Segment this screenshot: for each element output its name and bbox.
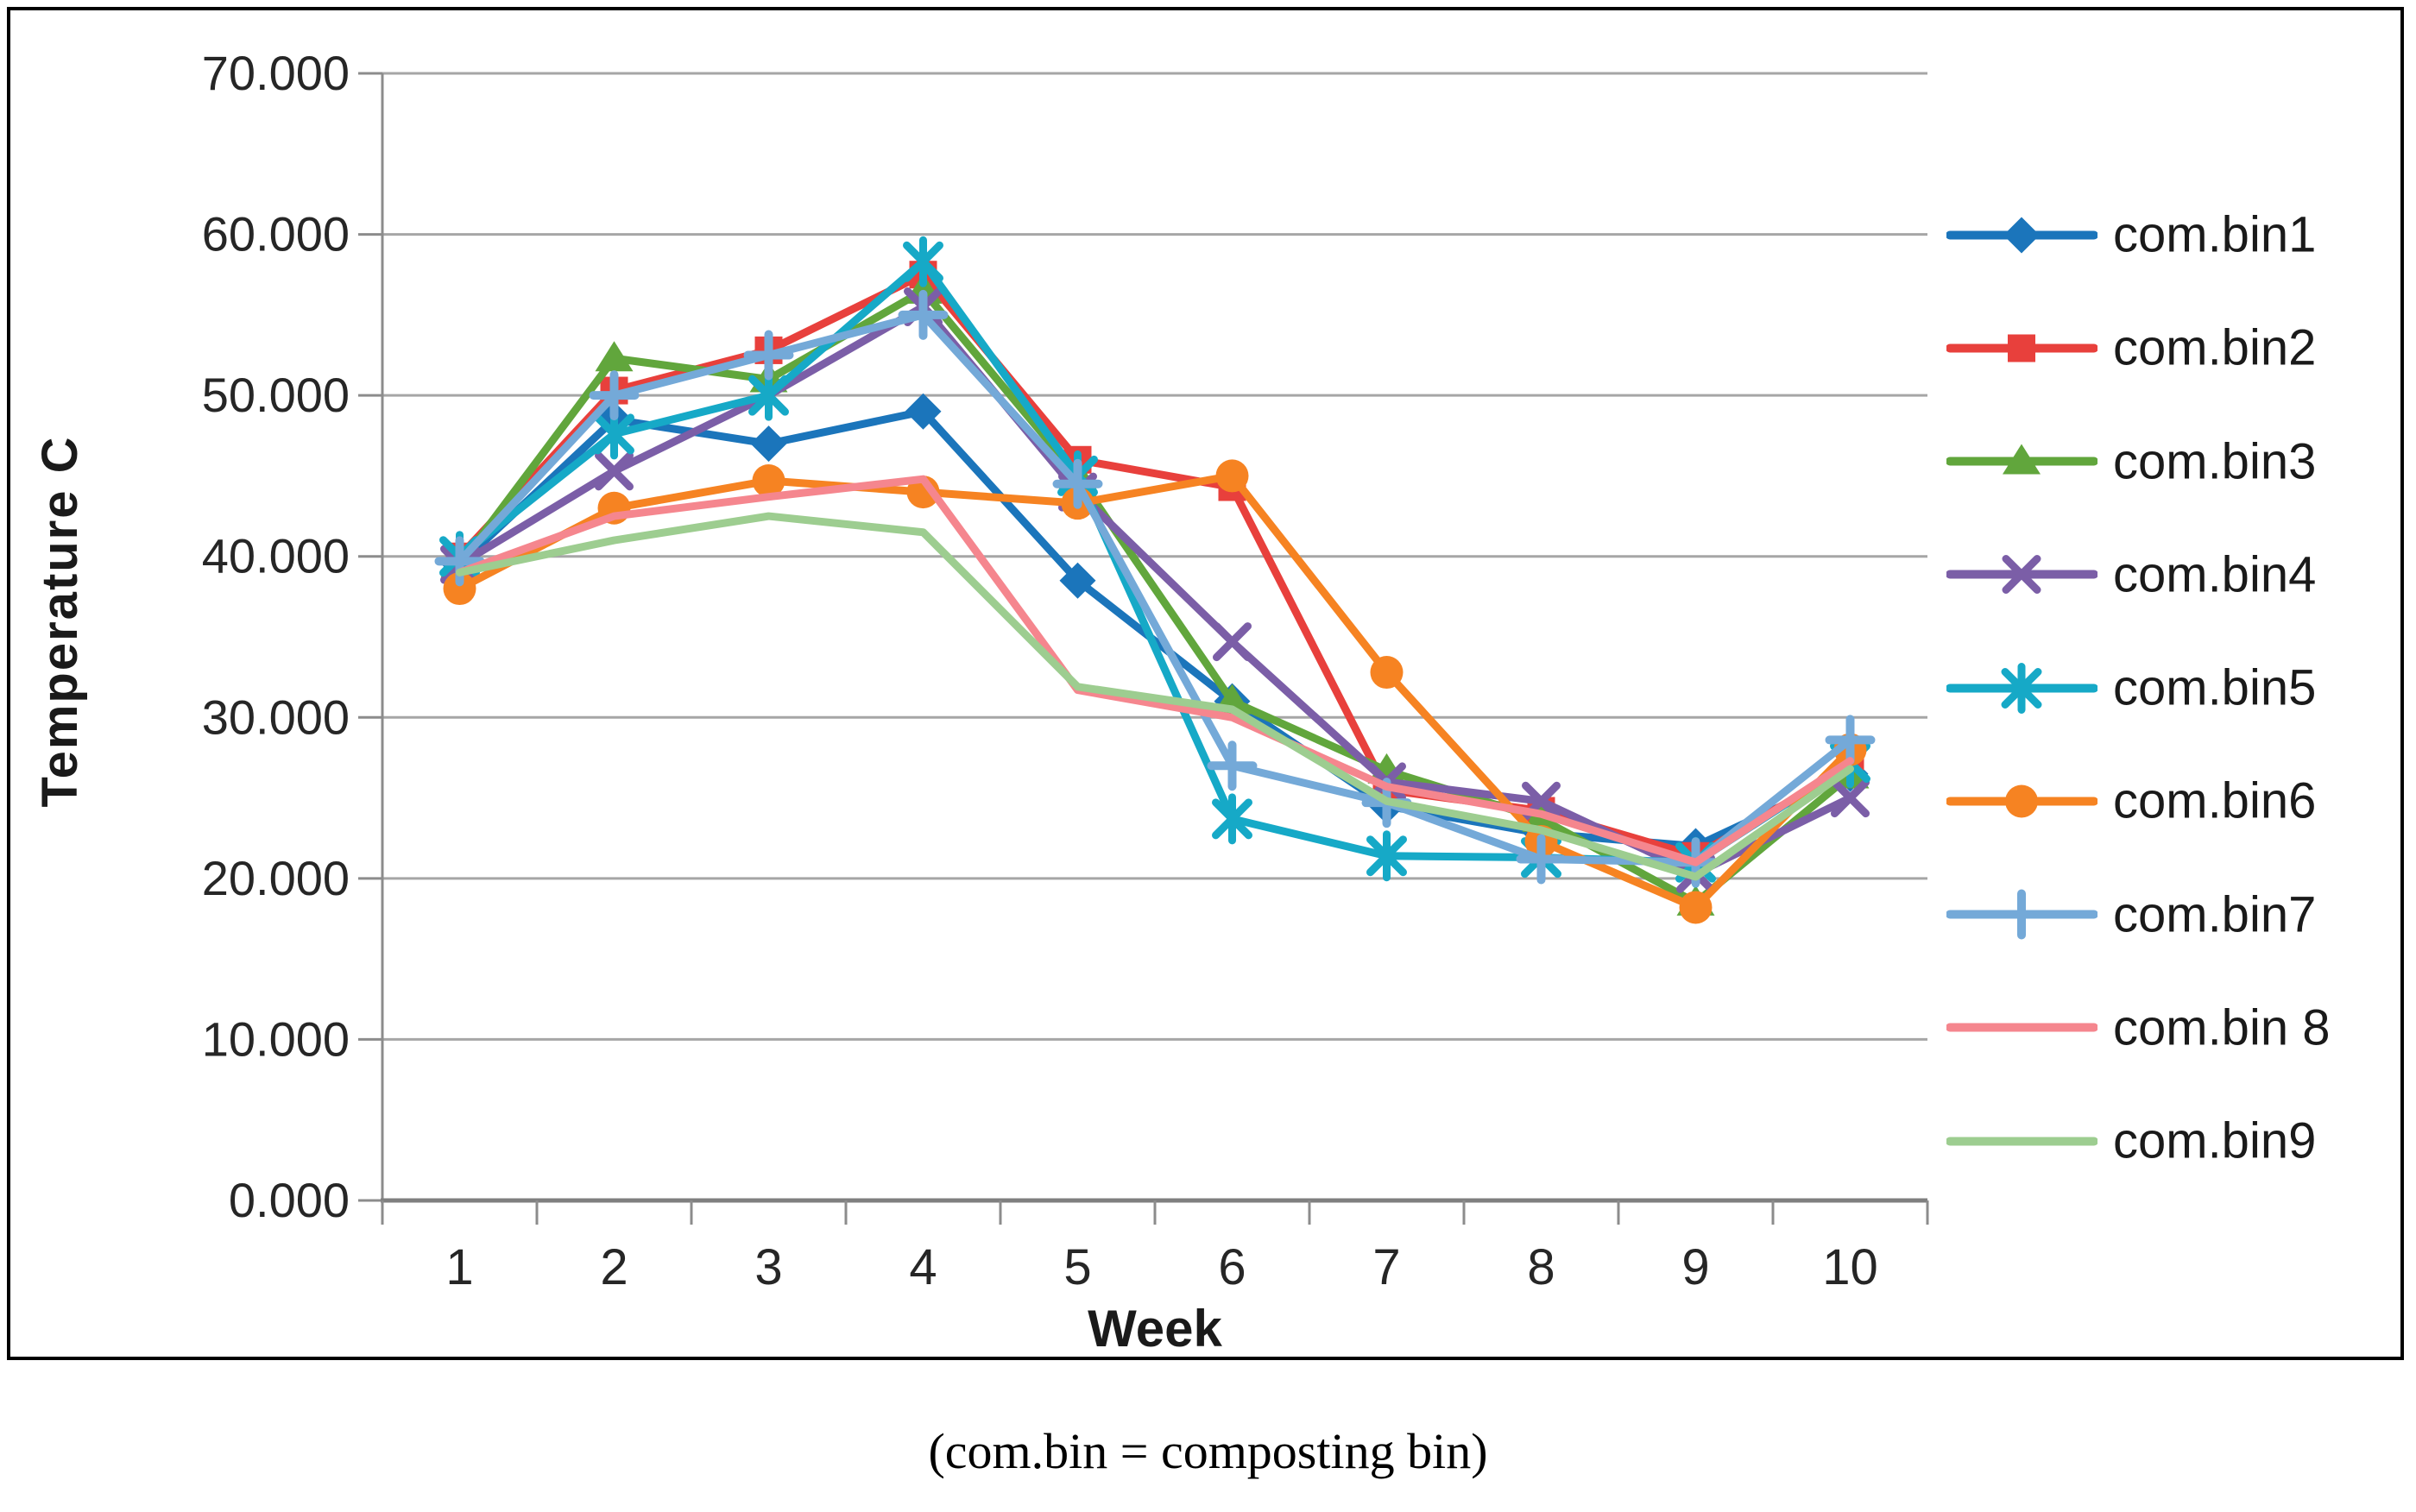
y-axis-title: Temperature C [32, 435, 88, 808]
legend-item-com-bin3: com.bin3 [1946, 432, 2316, 490]
series-marker-asterisk [748, 369, 789, 421]
legend-label: com.bin3 [2113, 433, 2317, 489]
series-line-6 [456, 471, 1854, 911]
series-marker-asterisk [1212, 793, 1252, 845]
legend-label: com.bin9 [2113, 1112, 2317, 1169]
series-marker-asterisk [2001, 662, 2042, 714]
legend-label: com.bin6 [2113, 772, 2317, 829]
y-tick-label: 60.000 [202, 207, 350, 261]
y-tick-label: 40.000 [202, 529, 350, 583]
y-tick-label: 30.000 [202, 690, 350, 744]
series-marker-plus [1825, 715, 1876, 765]
legend-label: com.bin7 [2113, 886, 2317, 942]
legend-item-com-bin5: com.bin5 [1946, 659, 2316, 717]
x-tick-label: 6 [1218, 1239, 1246, 1295]
x-tick-label: 8 [1527, 1239, 1555, 1295]
series-marker-diamond [905, 393, 942, 430]
x-tick-label: 7 [1372, 1239, 1400, 1295]
x-tick-label: 9 [1681, 1239, 1709, 1295]
legend-marker-plus-icon [1946, 889, 2097, 940]
series-line-9 [456, 512, 1854, 881]
series-marker-x [2002, 555, 2041, 595]
x-tick-label: 10 [1822, 1239, 1878, 1295]
legend-label: com.bin 8 [2113, 999, 2331, 1056]
legend-marker-square-icon [1946, 334, 2097, 362]
legend-item-com-bin-8: com.bin 8 [1946, 999, 2330, 1056]
series-marker-triangle [2003, 444, 2041, 475]
y-tick-label: 20.000 [202, 851, 350, 905]
series-marker-plus [1052, 458, 1103, 509]
series-marker-circle [443, 572, 476, 606]
legend-item-com-bin4: com.bin4 [1946, 545, 2316, 603]
series-line-7 [456, 311, 1854, 866]
x-tick-label: 3 [754, 1239, 782, 1295]
series-marker-circle [752, 464, 785, 498]
legend-marker-circle-icon [1946, 784, 2097, 818]
series-marker-circle [1679, 891, 1713, 924]
series-marker-plus [743, 330, 794, 381]
legend-marker-triangle-icon [1946, 444, 2097, 475]
series-marker-plus [589, 370, 640, 421]
y-tick-label: 70.000 [202, 46, 350, 100]
legend-label: com.bin5 [2113, 659, 2317, 716]
legend-item-com-bin7: com.bin7 [1946, 885, 2316, 943]
x-tick-label: 5 [1063, 1239, 1091, 1295]
legend-label: com.bin4 [2113, 546, 2317, 603]
series-marker-x [595, 451, 634, 491]
x-tick-label: 1 [445, 1239, 473, 1295]
series-marker-plus [1997, 889, 2047, 940]
series-marker-circle [1370, 656, 1404, 690]
series-marker-triangle [595, 341, 634, 372]
series-marker-plus [898, 289, 949, 340]
series-marker-circle [1215, 459, 1249, 493]
x-tick-label: 2 [600, 1239, 628, 1295]
legend-marker-none-icon [1946, 1137, 2097, 1145]
legend-marker-none-icon [1946, 1023, 2097, 1032]
series-marker-x [1213, 622, 1252, 662]
series-marker-diamond [2003, 217, 2040, 253]
legend-item-com-bin6: com.bin6 [1946, 772, 2316, 830]
series-marker-diamond [750, 425, 787, 463]
series-marker-circle [2005, 784, 2038, 818]
legend-marker-diamond-icon [1946, 217, 2097, 253]
figure-caption: (com.bin = composting bin) [928, 1423, 1488, 1479]
legend-label: com.bin2 [2113, 319, 2317, 376]
legend-label: com.bin1 [2113, 206, 2317, 263]
legend-item-com-bin2: com.bin2 [1946, 319, 2316, 377]
legend-marker-x-icon [1946, 555, 2097, 595]
y-tick-label: 50.000 [202, 368, 350, 422]
series-marker-asterisk [903, 236, 943, 287]
legend-item-com-bin9: com.bin9 [1946, 1112, 2316, 1170]
series-marker-x [1831, 778, 1870, 818]
series-marker-diamond [1059, 562, 1096, 599]
series-line-8 [456, 475, 1854, 866]
y-tick-label: 0.000 [229, 1173, 350, 1227]
y-tick-label: 10.000 [202, 1011, 350, 1066]
series-marker-square [2008, 334, 2035, 362]
chart-legend: com.bin1 com.bin2 com.bin3 com.bin4 com.bin5… [1946, 0, 2413, 1346]
series-marker-asterisk [1366, 830, 1407, 882]
legend-marker-asterisk-icon [1946, 662, 2097, 714]
x-axis-title: Week [1088, 1300, 1222, 1358]
series-marker-plus [1516, 834, 1567, 885]
x-tick-label: 4 [909, 1239, 937, 1295]
legend-item-com-bin1: com.bin1 [1946, 206, 2316, 264]
series-marker-plus [1207, 740, 1258, 791]
